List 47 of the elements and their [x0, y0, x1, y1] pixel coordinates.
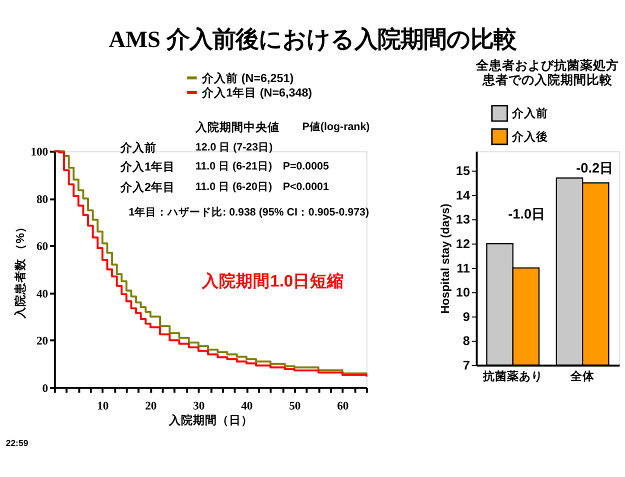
y-tick-label: 13: [456, 212, 470, 227]
y-tick-label: 10: [456, 286, 470, 300]
x-tick-label: 抗菌薬あり: [482, 369, 543, 384]
y-tick-label: 7: [462, 358, 470, 372]
y-tick-label: 40: [36, 287, 48, 300]
text: 入院期間中央値: [194, 120, 280, 134]
x-tick-label: 20: [145, 399, 157, 412]
chart-title: AMS 介入前後における入院期間の比較: [108, 26, 518, 53]
annotation: P<0.0001: [282, 181, 329, 194]
annotation: 11.0 日 (6-20日): [195, 181, 272, 194]
y-tick-label: 12: [456, 236, 470, 251]
x-tick-label: 60: [337, 399, 349, 412]
y-tick-label: 8: [462, 334, 470, 348]
text: 22:59: [6, 438, 28, 448]
y-tick-label: 9: [462, 310, 470, 324]
y-axis-title: Hospital stay (days): [439, 204, 452, 314]
x-tick-label: 30: [193, 399, 205, 412]
y-tick-label: 14: [456, 188, 470, 202]
annotation: 介入前: [120, 140, 157, 154]
annotation: P=0.0005: [282, 160, 329, 173]
x-tick-label: 10: [97, 399, 109, 412]
legend-label: 介入1年目 (N=6,348): [201, 85, 312, 100]
x-tick-label: 50: [289, 399, 301, 412]
annotation: -0.2日: [576, 160, 614, 176]
y-tick-label: 15: [456, 164, 470, 178]
annotation: 12.0 日 (7-23日): [195, 141, 274, 154]
y-tick-label: 11: [456, 261, 470, 276]
x-tick-label: 40: [241, 399, 253, 412]
annotation: 介入2年目: [120, 180, 176, 194]
legend-label: 介入前: [511, 106, 548, 120]
annotation: 入院期間1.0日短縮: [201, 271, 344, 290]
annotation: 1年目：ハザード比: 0.938 (95% CI：0.905-0.973): [128, 205, 370, 218]
chart-title: 全患者および抗菌薬処方患者での入院期間比較: [475, 58, 620, 88]
legend-label: 介入前 (N=6,251): [201, 70, 294, 85]
y-tick-label: 0: [42, 382, 48, 395]
y-tick-label: 100: [30, 146, 48, 159]
text: P値(log-rank): [302, 120, 370, 133]
x-axis-title: 入院期間（日）: [168, 412, 253, 427]
annotation: 介入1年目: [120, 160, 176, 174]
annotation: 11.0 日 (6-21日): [195, 160, 272, 173]
x-tick-label: 全体: [570, 369, 596, 384]
y-axis-title: 入院患者数 （%）: [12, 221, 27, 320]
legend-label: 介入後: [511, 130, 548, 144]
y-tick-label: 20: [36, 334, 48, 348]
annotation: -1.0日: [508, 206, 546, 222]
y-tick-label: 60: [36, 240, 48, 254]
y-tick-label: 80: [36, 192, 48, 206]
